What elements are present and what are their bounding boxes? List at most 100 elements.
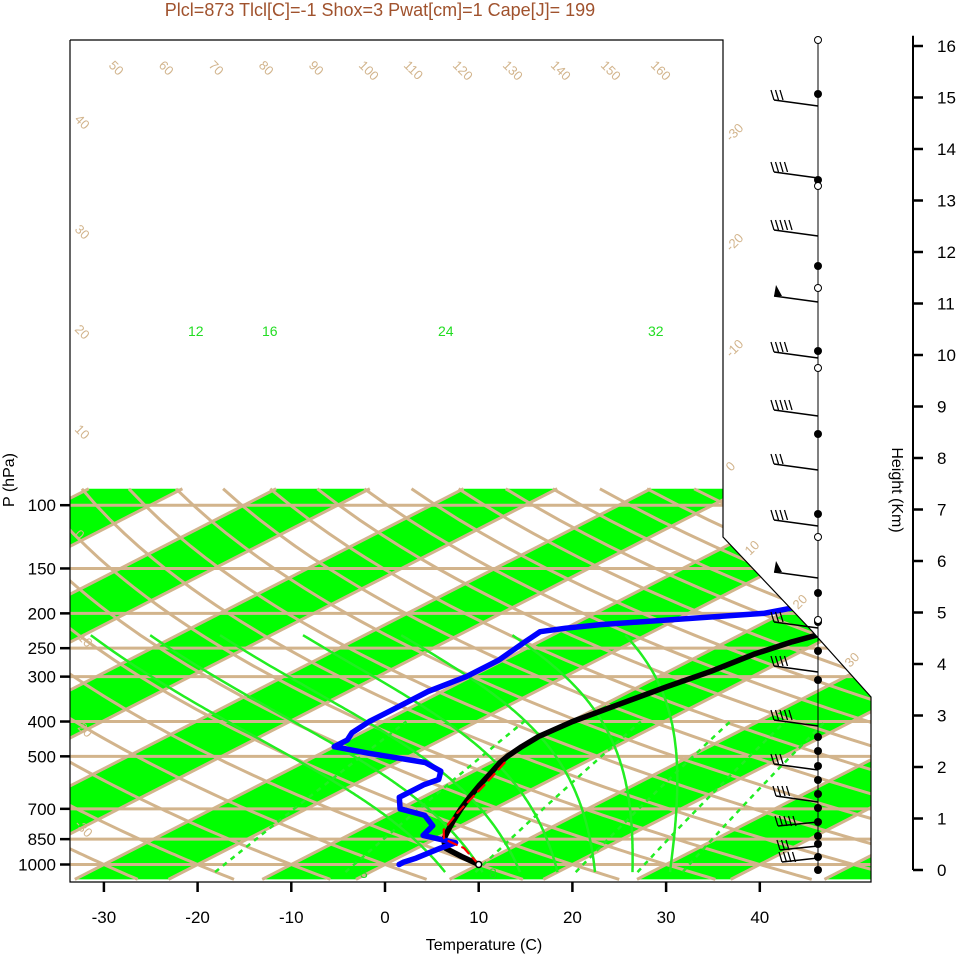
saturated-adiabat xyxy=(90,634,447,873)
wind-barb-feather xyxy=(770,161,775,173)
height-tick-label: 13 xyxy=(937,192,956,211)
wind-barb-staff xyxy=(779,845,819,851)
height-level-dot xyxy=(814,804,822,812)
wind-barb-feather xyxy=(783,161,789,173)
height-level-dot xyxy=(814,762,822,770)
height-tick-label: 1 xyxy=(937,810,946,829)
isotherm-band xyxy=(70,488,558,880)
dry-adiabat-label: 120 xyxy=(450,58,476,84)
y-tick-label: 300 xyxy=(28,668,56,687)
wind-barb-staff xyxy=(773,351,819,359)
dry-adiabat-label: 160 xyxy=(648,58,674,84)
isotherm-label: 0 xyxy=(723,458,739,474)
x-axis-title: Temperature (C) xyxy=(426,937,542,954)
height-level-dot xyxy=(814,510,822,518)
x-axis: -30 -20 -10 0 10 20 30 40 xyxy=(92,882,769,927)
isotherm-line xyxy=(355,487,871,881)
height-level-dot xyxy=(814,647,822,655)
isotherm-line xyxy=(636,487,871,881)
wind-barb-feather xyxy=(783,341,789,353)
x-tick-label: 40 xyxy=(750,908,769,927)
isotherm-line xyxy=(261,487,871,881)
wind-barb-feather xyxy=(774,161,780,173)
plot-frame xyxy=(69,39,872,883)
dry-adiabat xyxy=(316,487,871,881)
height-tick-label: 3 xyxy=(937,707,946,726)
x-tick-label: 30 xyxy=(657,908,676,927)
wind-barb-feather xyxy=(783,219,789,231)
saturated-adiabat xyxy=(511,634,634,873)
height-level-circle xyxy=(814,364,822,372)
dry-adiabat xyxy=(70,488,331,881)
wind-barb-feather xyxy=(779,709,784,721)
saturated-adiabat xyxy=(400,634,597,873)
wind-barb-column xyxy=(770,36,822,874)
mixing-ratio-label: 32 xyxy=(648,323,664,339)
x-tick-label: 10 xyxy=(469,908,488,927)
height-level-circle xyxy=(814,182,822,190)
height-level-dot xyxy=(814,747,822,755)
dry-adiabat xyxy=(363,487,871,881)
dry-adiabat xyxy=(70,488,139,881)
chart-title: Plcl=873 Tlcl[C]=-1 Shox=3 Pwat[cm]=1 Ca… xyxy=(165,0,595,20)
isotherm-band xyxy=(70,488,745,880)
y-tick-label: 500 xyxy=(28,747,56,766)
height-level-dot xyxy=(814,347,822,355)
sounding-profiles xyxy=(331,514,871,869)
height-level-dot xyxy=(814,776,822,784)
isotherm-line xyxy=(70,487,558,881)
mixing-ratio-label: 8 xyxy=(489,865,497,881)
height-tick-label: 5 xyxy=(937,604,946,623)
isotherm-band xyxy=(637,488,871,880)
dry-adiabat xyxy=(70,488,428,881)
height-level-dot xyxy=(814,853,822,861)
wind-barb-feather xyxy=(779,655,784,667)
y-tick-label: 250 xyxy=(28,639,56,658)
temperature-profile xyxy=(441,514,871,868)
dry-adiabat-label: 30 xyxy=(72,222,93,243)
mixing-ratio-line xyxy=(474,720,642,874)
dry-adiabat-label: 70 xyxy=(206,58,227,79)
isotherm-band xyxy=(449,488,871,880)
saturated-adiabat xyxy=(149,634,484,873)
wind-barb-feather xyxy=(779,341,784,353)
wind-barb-feather xyxy=(785,839,790,851)
height-level-dot xyxy=(814,430,822,438)
dry-adiabat xyxy=(457,487,871,881)
wind-barb-feather xyxy=(774,341,780,353)
wind-barb-feather xyxy=(778,851,783,863)
height-level-dot xyxy=(814,589,822,597)
wind-barb-staff xyxy=(781,857,819,863)
mixing-ratio-line xyxy=(344,720,525,874)
wind-barb-staff xyxy=(773,571,819,579)
height-level-dot xyxy=(814,832,822,840)
mixing-ratio-label: 3 xyxy=(360,865,368,881)
isotherm-line xyxy=(70,487,746,881)
wind-barb-staff xyxy=(773,463,819,471)
dry-adiabat xyxy=(174,487,871,881)
y-tick-label: 150 xyxy=(28,559,56,578)
wind-barb-feather xyxy=(774,509,780,521)
wind-barb-feather xyxy=(779,89,784,101)
wind-barb-staff xyxy=(773,621,819,629)
wind-barb-feather xyxy=(774,753,780,765)
height-level-circle xyxy=(814,533,822,541)
wind-barb-feather xyxy=(774,89,780,101)
wind-barb-feather xyxy=(770,219,775,231)
wind-barb-feather xyxy=(779,161,784,173)
height-level-circle xyxy=(814,284,822,292)
dry-adiabat-label: 90 xyxy=(306,58,327,79)
wind-barb-feather xyxy=(779,611,784,623)
wind-barb-feather xyxy=(770,89,775,101)
isotherm-label: 10 xyxy=(742,537,763,558)
dry-adiabat xyxy=(127,487,871,881)
height-tick-label: 16 xyxy=(937,37,956,56)
wind-barb-feather xyxy=(770,399,775,411)
wind-barb-staff xyxy=(773,519,819,527)
height-tick-label: 9 xyxy=(937,398,946,417)
wind-barb-staff xyxy=(773,665,819,673)
wind-barb-feather xyxy=(770,611,775,623)
dry-adiabat xyxy=(410,487,871,881)
surface-parcel-marker xyxy=(474,860,483,869)
mixing-ratio-line xyxy=(214,720,408,874)
